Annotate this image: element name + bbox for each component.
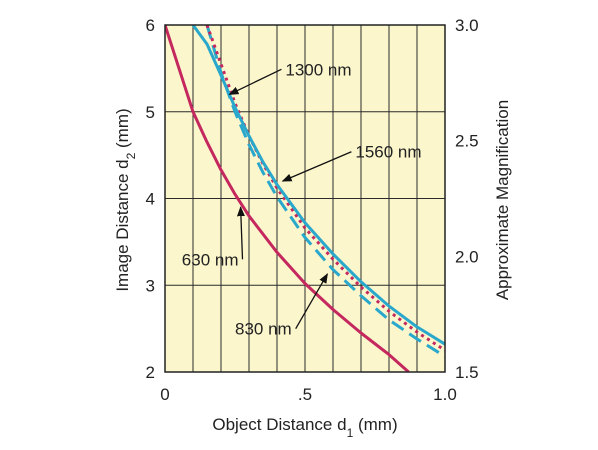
x-axis-title: Object Distance d1 (mm) [212,415,397,440]
series-line-1300-nm [205,25,445,352]
annotation-arrow [281,151,352,182]
annotation-label: 630 nm [182,250,239,269]
annotations: 1300 nm 1560 nm 630 nm 830 nm [182,60,422,338]
annotation-label: 830 nm [235,320,292,339]
y2-axis-title: Approximate Magnification [493,100,512,300]
tick-labels: 0 .5 1.0 2 3 4 5 6 1.5 2.0 2.5 3.0 [146,16,479,404]
y2-tick-label: 1.5 [455,363,479,382]
y-tick-label: 2 [146,363,155,382]
series-line-1560-nm [191,25,445,346]
plot-frame [164,24,446,373]
annotation-arrow [236,206,245,260]
annotation-label: 1300 nm [285,60,351,79]
x-tick-label: .5 [298,385,312,404]
annotation-label: 1560 nm [355,143,421,162]
annotation-arrow [228,68,282,95]
y-tick-label: 3 [146,276,155,295]
series-line-630-nm [165,25,410,372]
y-tick-label: 6 [146,16,155,35]
series-layer [165,25,445,372]
x-tick-label: 1.0 [433,385,457,404]
y-tick-label: 4 [146,190,155,209]
y2-tick-label: 3.0 [455,16,479,35]
y2-tick-label: 2.5 [455,132,479,151]
y2-tick-label: 2.0 [455,247,479,266]
x-tick-label: 0 [160,385,169,404]
y-axis-title: Image Distance d2 (mm) [113,108,138,291]
annotation-arrow [295,273,328,330]
grid-lines [165,25,445,372]
y-tick-label: 5 [146,103,155,122]
